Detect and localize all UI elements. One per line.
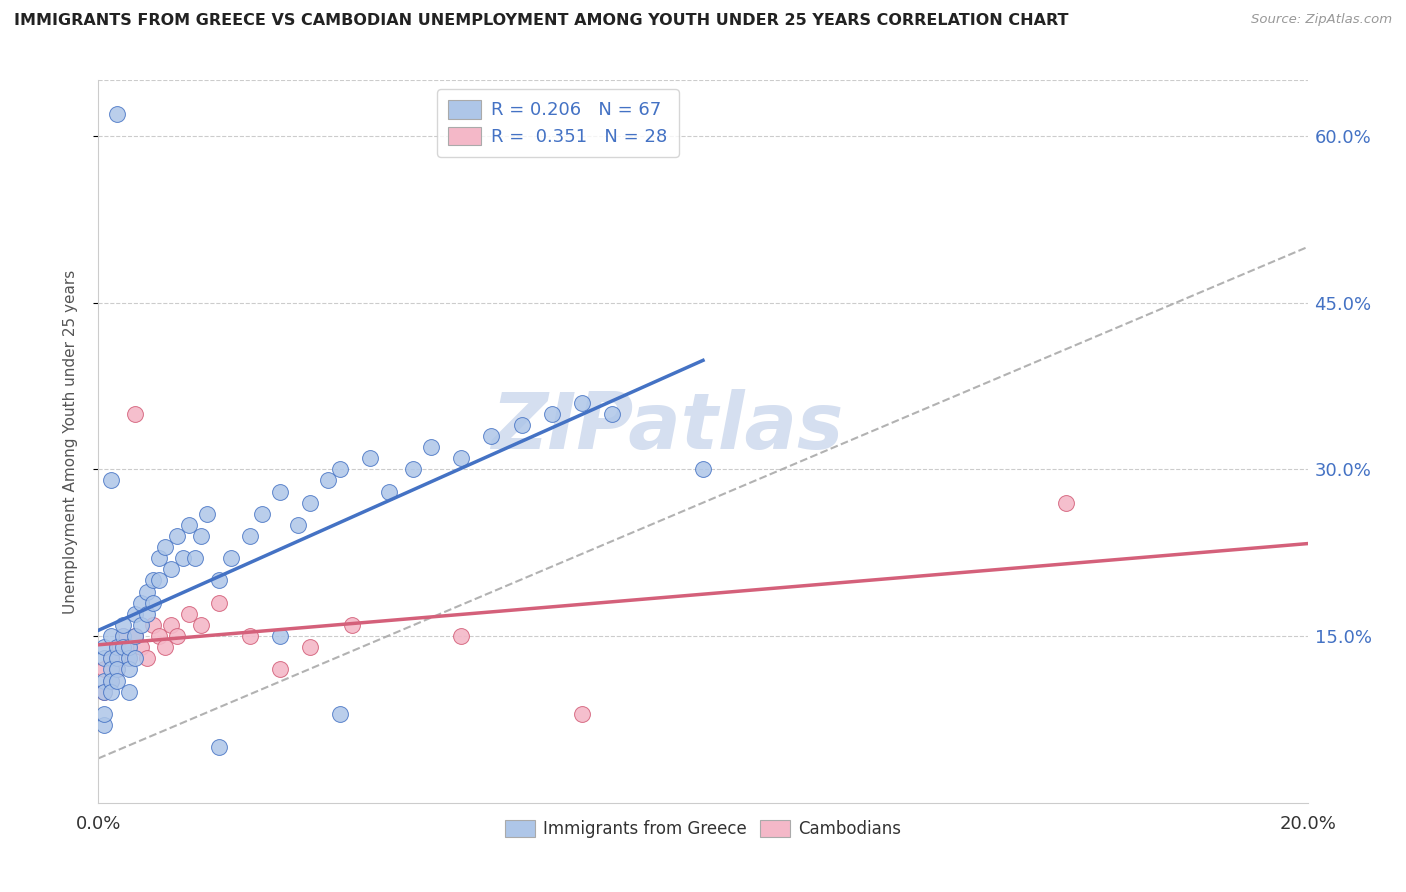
Point [142,596,165,610]
Point [1054,496,1077,510]
Point [100,474,122,488]
Point [124,607,146,621]
Point [208,740,231,755]
Point [100,684,122,698]
Point [142,574,165,588]
Point [420,440,443,454]
Point [105,640,128,655]
Point [100,673,122,688]
Text: Source: ZipAtlas.com: Source: ZipAtlas.com [1251,13,1392,27]
Point [124,407,146,421]
Point [105,106,128,120]
Point [105,662,128,676]
Point [153,540,176,554]
Point [172,551,194,566]
Point [195,507,218,521]
Point [105,640,128,655]
Point [93,640,115,655]
Point [571,395,593,409]
Point [166,629,188,643]
Point [239,629,262,643]
Point [118,640,141,655]
Point [160,618,183,632]
Point [142,618,165,632]
Point [100,662,122,676]
Point [287,517,309,532]
Point [124,651,146,665]
Point [129,596,152,610]
Point [118,651,141,665]
Text: ZIPatlas: ZIPatlas [491,389,842,465]
Point [571,706,593,721]
Point [540,407,562,421]
Point [93,662,115,676]
Point [299,640,322,655]
Point [481,429,503,443]
Point [250,507,273,521]
Point [135,607,157,621]
Point [118,651,141,665]
Point [135,651,157,665]
Point [166,529,188,543]
Point [160,562,183,576]
Point [148,551,170,566]
Point [148,574,170,588]
Point [450,629,472,643]
Point [360,451,382,466]
Point [377,484,399,499]
Point [118,662,141,676]
Point [239,529,262,543]
Point [450,451,472,466]
Point [190,529,212,543]
Point [93,706,115,721]
Point [184,551,207,566]
Point [510,417,533,432]
Point [105,651,128,665]
Point [316,474,339,488]
Point [329,706,352,721]
Point [135,584,157,599]
Point [179,517,201,532]
Point [93,718,115,732]
Point [118,640,141,655]
Point [111,618,134,632]
Point [129,618,152,632]
Text: IMMIGRANTS FROM GREECE VS CAMBODIAN UNEMPLOYMENT AMONG YOUTH UNDER 25 YEARS CORR: IMMIGRANTS FROM GREECE VS CAMBODIAN UNEM… [14,13,1069,29]
Point [602,407,624,421]
Point [100,651,122,665]
Point [269,629,291,643]
Point [105,662,128,676]
Point [179,607,201,621]
Legend: Immigrants from Greece, Cambodians: Immigrants from Greece, Cambodians [498,814,908,845]
Point [118,684,141,698]
Point [111,640,134,655]
Point [100,629,122,643]
Point [329,462,352,476]
Point [100,673,122,688]
Point [269,662,291,676]
Point [100,651,122,665]
Point [93,673,115,688]
Point [208,596,231,610]
Point [111,629,134,643]
Point [299,496,322,510]
Point [402,462,425,476]
Point [269,484,291,499]
Point [93,684,115,698]
Point [93,684,115,698]
Point [148,629,170,643]
Point [692,462,714,476]
Point [111,629,134,643]
Point [93,651,115,665]
Point [342,618,364,632]
Point [124,629,146,643]
Point [153,640,176,655]
Y-axis label: Unemployment Among Youth under 25 years: Unemployment Among Youth under 25 years [63,269,77,614]
Point [221,551,243,566]
Point [190,618,212,632]
Point [124,629,146,643]
Point [208,574,231,588]
Point [105,673,128,688]
Point [129,640,152,655]
